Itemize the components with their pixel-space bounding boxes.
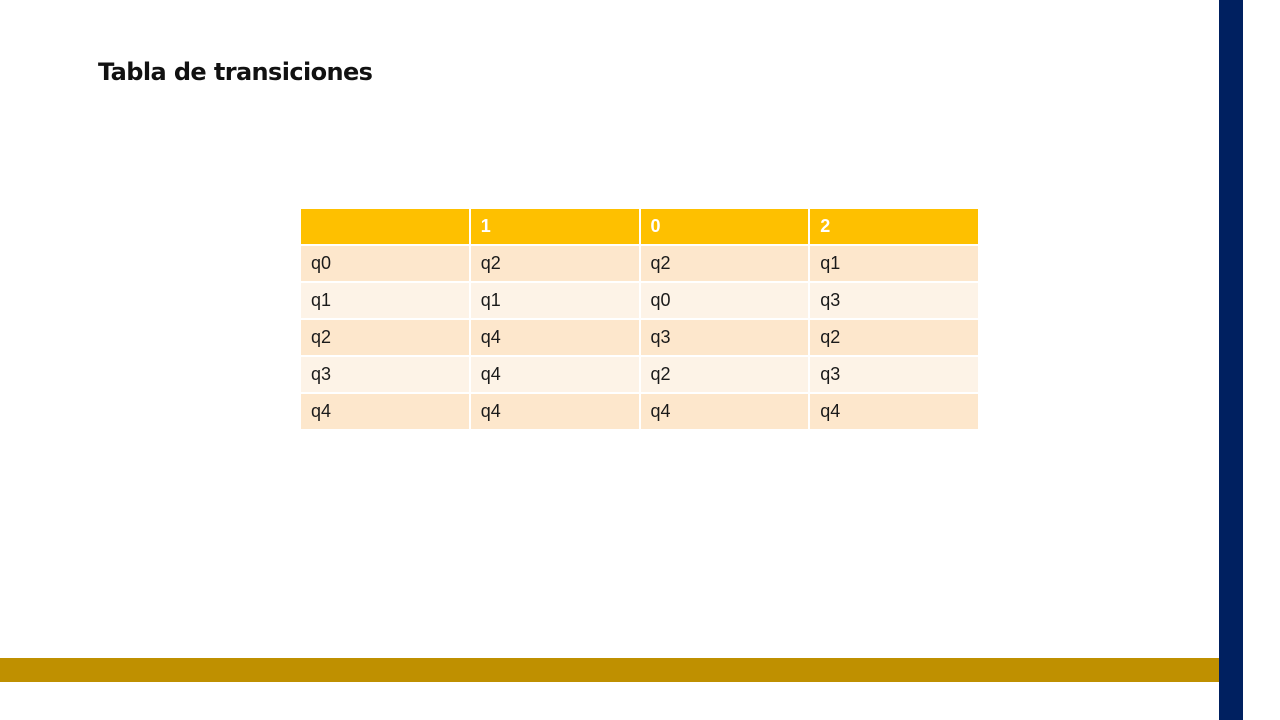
table-cell: q3 (808, 355, 980, 394)
header-cell-input-1: 1 (468, 207, 641, 246)
table-cell: q4 (468, 355, 641, 394)
table-row: q1 q1 q0 q3 (299, 281, 980, 320)
transition-table: 1 0 2 q0 q2 q2 q1 q1 q1 q0 q3 q2 q4 q3 (299, 207, 980, 431)
table-row: q0 q2 q2 q1 (299, 244, 980, 283)
table-cell: q3 (299, 355, 471, 394)
table-cell: q2 (468, 244, 641, 283)
header-cell-input-2: 2 (808, 207, 980, 246)
table-cell: q4 (808, 392, 980, 431)
table-cell: q4 (638, 392, 811, 431)
table-cell: q1 (468, 281, 641, 320)
table-header-row: 1 0 2 (299, 207, 980, 246)
table-cell: q4 (299, 392, 471, 431)
table-cell: q0 (638, 281, 811, 320)
transition-table-container: 1 0 2 q0 q2 q2 q1 q1 q1 q0 q3 q2 q4 q3 (299, 207, 980, 431)
header-cell-input-0: 0 (638, 207, 811, 246)
table-cell: q2 (638, 355, 811, 394)
table-cell: q1 (299, 281, 471, 320)
right-accent-bar (1219, 0, 1243, 720)
bottom-accent-bar (0, 658, 1219, 682)
table-cell: q2 (299, 318, 471, 357)
table-cell: q3 (808, 281, 980, 320)
table-cell: q4 (468, 318, 641, 357)
table-row: q4 q4 q4 q4 (299, 392, 980, 431)
table-row: q2 q4 q3 q2 (299, 318, 980, 357)
table-cell: q3 (638, 318, 811, 357)
table-row: q3 q4 q2 q3 (299, 355, 980, 394)
table-cell: q1 (808, 244, 980, 283)
table-cell: q0 (299, 244, 471, 283)
header-cell-state (299, 207, 471, 246)
table-cell: q2 (808, 318, 980, 357)
slide-title: Tabla de transiciones (98, 58, 373, 86)
table-cell: q2 (638, 244, 811, 283)
table-cell: q4 (468, 392, 641, 431)
